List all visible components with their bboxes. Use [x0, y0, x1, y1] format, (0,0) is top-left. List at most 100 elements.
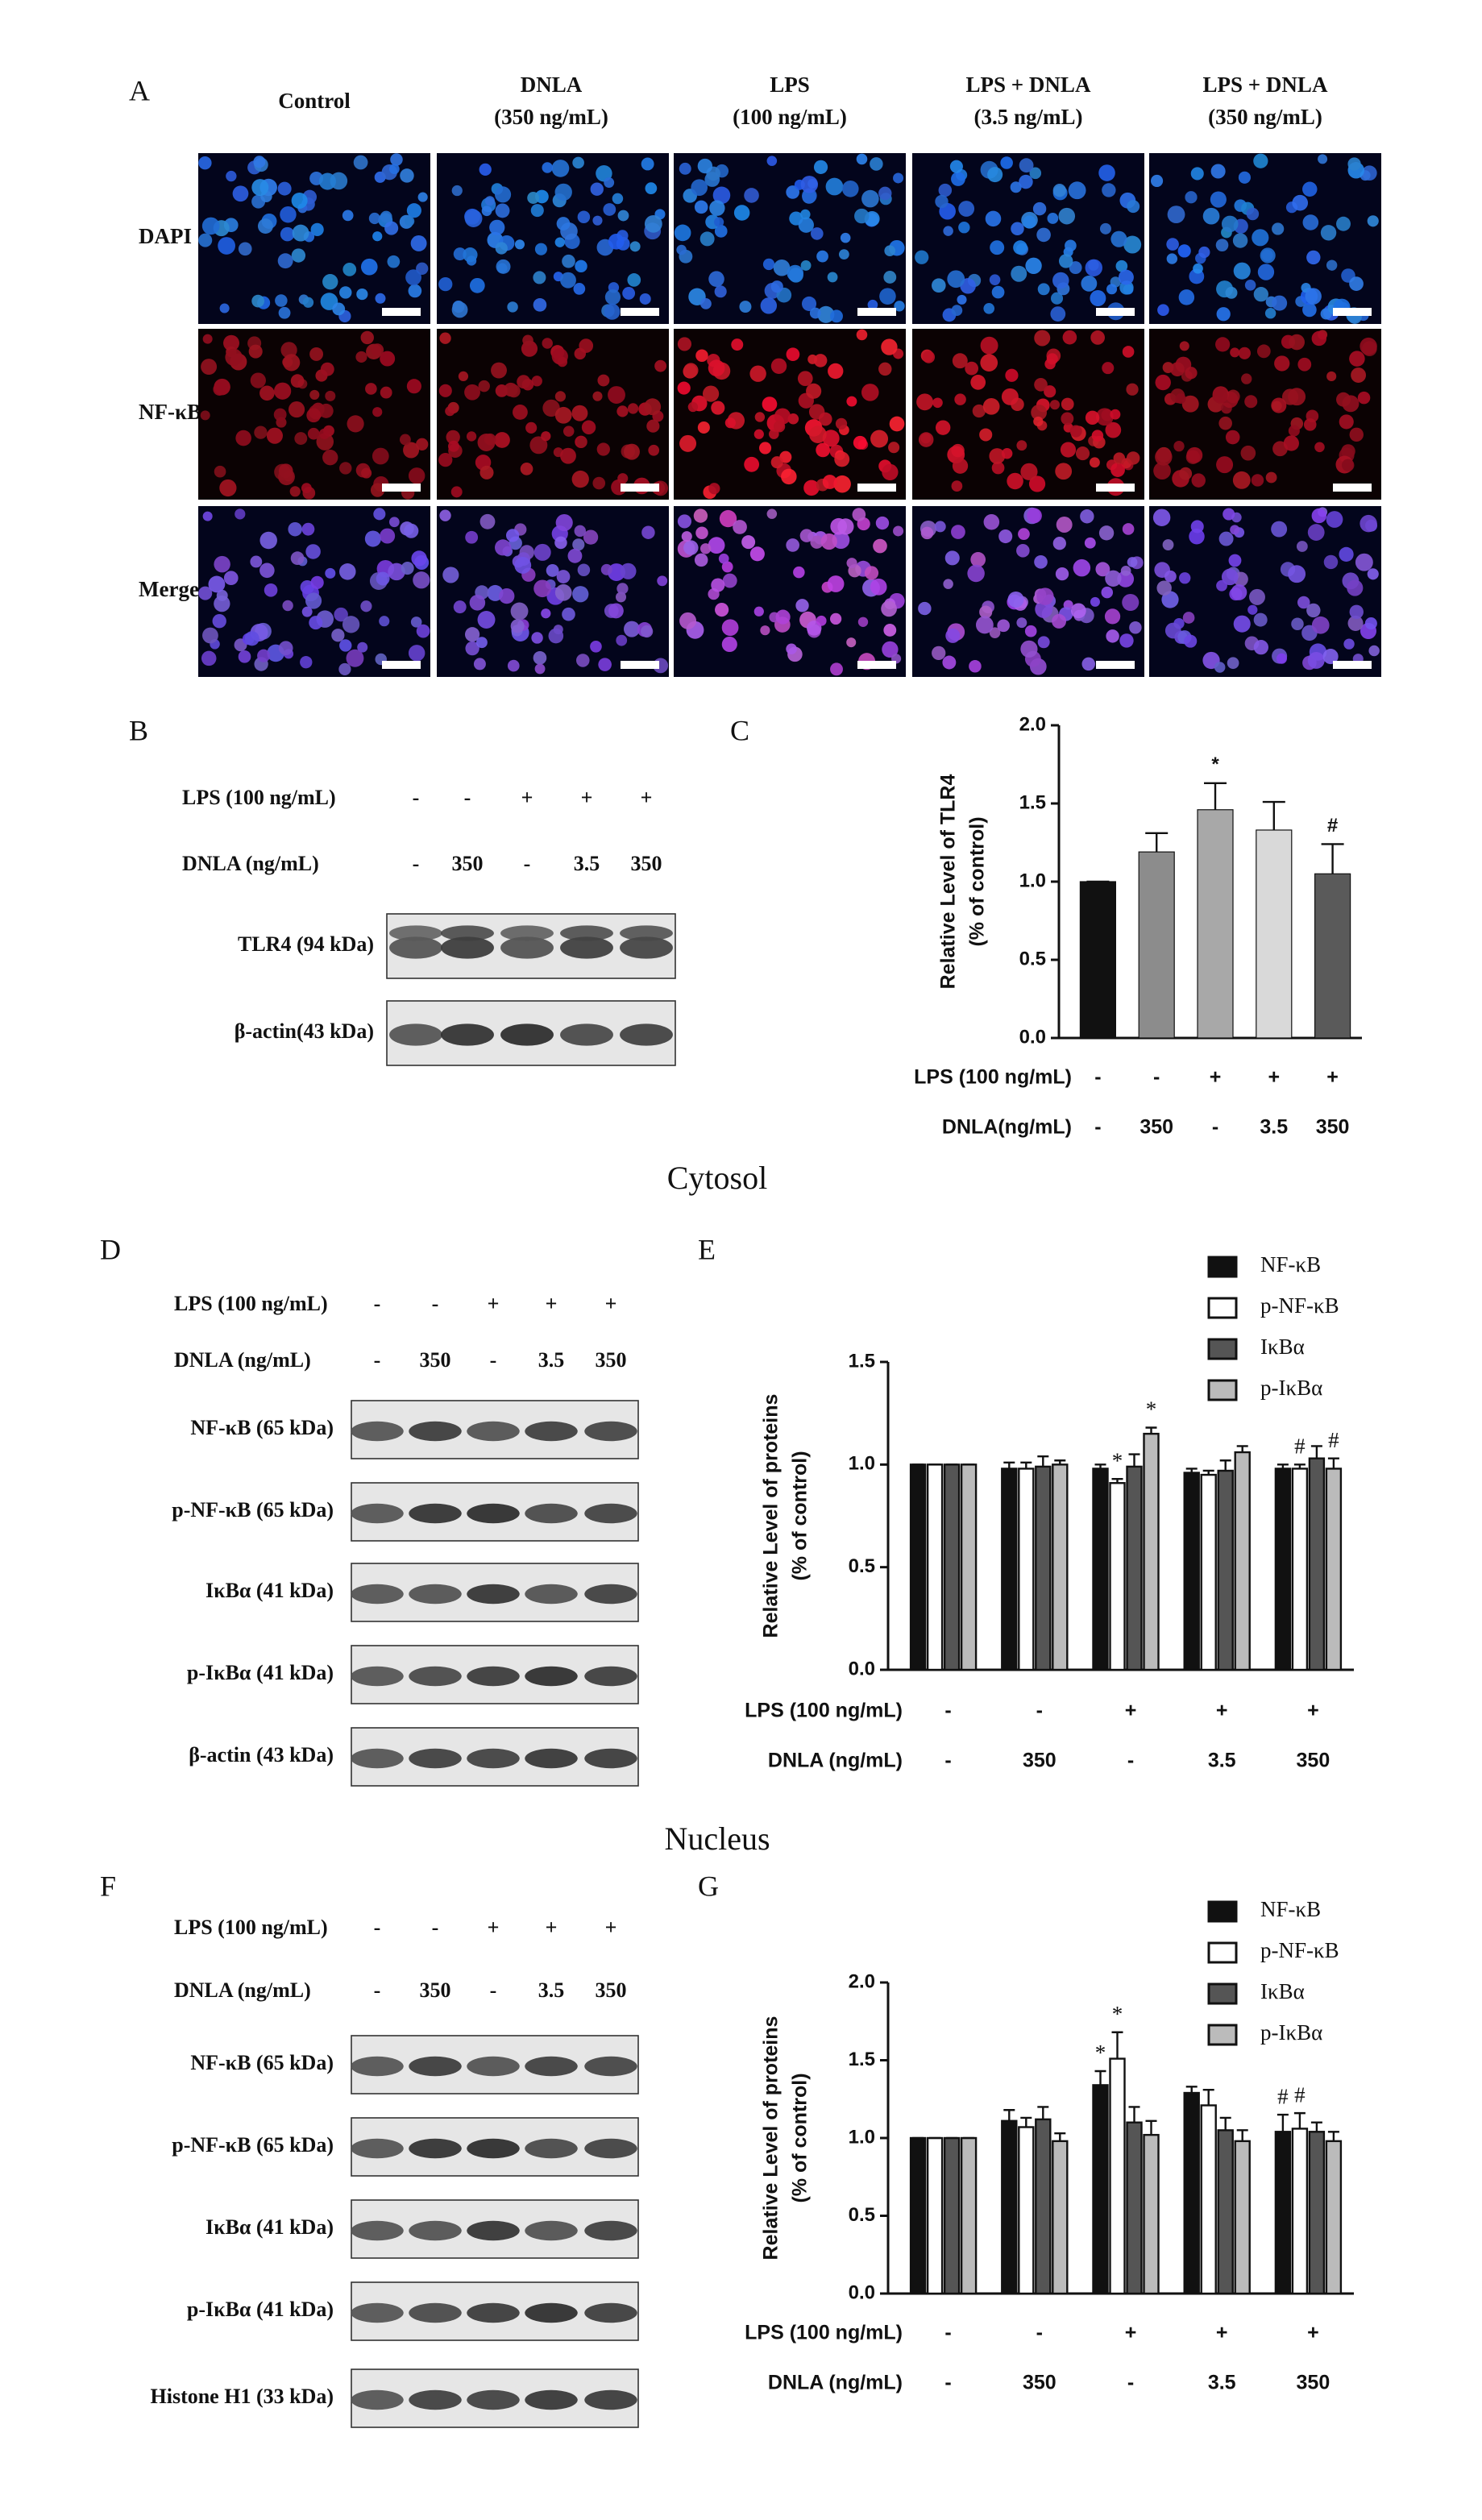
cell — [380, 386, 392, 399]
cell — [1228, 554, 1242, 567]
cell — [542, 162, 553, 173]
cell — [1007, 472, 1023, 490]
cell — [555, 513, 573, 532]
cell — [1265, 471, 1277, 484]
error-bar — [1111, 1477, 1123, 1484]
cell — [695, 526, 708, 540]
cell — [406, 203, 421, 218]
legend-swatch — [1207, 1338, 1238, 1360]
cell — [219, 303, 230, 313]
cell — [554, 391, 567, 402]
cell — [1241, 373, 1252, 384]
cell — [1069, 261, 1082, 275]
band — [409, 1584, 462, 1605]
cell — [408, 284, 422, 298]
cell — [679, 162, 691, 175]
cell — [873, 538, 887, 554]
cell — [554, 583, 572, 601]
cell — [1249, 588, 1265, 605]
error-bar — [1037, 1455, 1049, 1467]
cell — [1117, 571, 1135, 587]
cell — [342, 263, 357, 276]
cell — [837, 518, 854, 535]
band — [441, 1023, 494, 1046]
cell — [525, 421, 538, 434]
cell — [226, 170, 237, 182]
scale-bar — [382, 661, 421, 669]
condition-label: DNLA (ng/mL) — [182, 852, 319, 875]
cell — [810, 227, 824, 240]
cell — [1055, 567, 1069, 581]
cell — [513, 405, 528, 420]
condition-value: - — [432, 1916, 439, 1939]
cell — [724, 417, 736, 429]
cell — [952, 353, 968, 369]
cell — [875, 516, 890, 530]
bar — [1001, 2119, 1018, 2295]
column-header: (100 ng/mL) — [733, 105, 847, 129]
cell — [282, 600, 293, 612]
cell — [208, 575, 226, 593]
cell — [479, 513, 496, 529]
cell — [1179, 467, 1193, 480]
band — [409, 2389, 462, 2410]
band — [525, 1584, 578, 1605]
cell — [1046, 353, 1058, 365]
cell — [990, 240, 1005, 255]
cell — [214, 555, 230, 573]
micrograph — [1149, 506, 1381, 677]
cell — [1252, 229, 1269, 247]
micrograph-bg — [437, 153, 669, 324]
bar — [926, 2136, 944, 2295]
blot-label: p-NF-κB (65 kDa) — [172, 1498, 334, 1522]
condition-value: 3.5 — [1208, 1750, 1236, 1772]
cell — [1179, 572, 1191, 584]
cell — [451, 301, 468, 318]
cell — [770, 280, 783, 293]
cell — [1119, 633, 1134, 648]
cell — [806, 383, 822, 399]
cell — [446, 430, 460, 445]
bar — [1052, 1463, 1069, 1671]
cell — [1186, 446, 1203, 463]
cell — [1157, 304, 1169, 317]
cell — [677, 514, 692, 529]
cell — [1367, 215, 1379, 227]
cell — [463, 247, 478, 263]
legend-swatch — [1207, 2024, 1238, 2046]
cell — [1216, 307, 1231, 322]
cell — [1336, 216, 1351, 231]
cell — [1023, 215, 1036, 229]
cell — [380, 528, 396, 544]
blot-label: p-NF-κB (65 kDa) — [172, 2133, 334, 2157]
cell — [1343, 638, 1355, 650]
cell — [347, 415, 364, 433]
cell — [1297, 357, 1312, 372]
condition-value: - — [944, 1750, 951, 1772]
cell — [238, 650, 251, 663]
condition-label: LPS (100 ng/mL) — [174, 1916, 328, 1939]
cell — [1005, 368, 1019, 382]
cell — [834, 451, 850, 467]
y-axis-label: Relative Level of TLR4 — [937, 774, 960, 990]
condition-value: + — [546, 1292, 558, 1315]
cell — [883, 271, 897, 284]
cell — [403, 442, 420, 459]
cell — [244, 631, 259, 646]
scale-bar — [621, 308, 659, 316]
condition-value: + — [488, 1292, 500, 1315]
cell — [469, 595, 486, 611]
cell — [1036, 587, 1054, 605]
cell — [854, 208, 870, 224]
blot-label: p-IκBα (41 kDa) — [187, 1661, 334, 1684]
cell — [711, 578, 725, 592]
micrograph — [437, 329, 669, 500]
cell — [404, 523, 419, 538]
error-bar — [1310, 1445, 1322, 1459]
cell — [1062, 330, 1077, 345]
y-tick-label: 1.5 — [1019, 791, 1046, 813]
cell — [469, 277, 485, 293]
cell — [360, 600, 372, 612]
cell — [603, 203, 616, 216]
cell — [1182, 612, 1195, 624]
